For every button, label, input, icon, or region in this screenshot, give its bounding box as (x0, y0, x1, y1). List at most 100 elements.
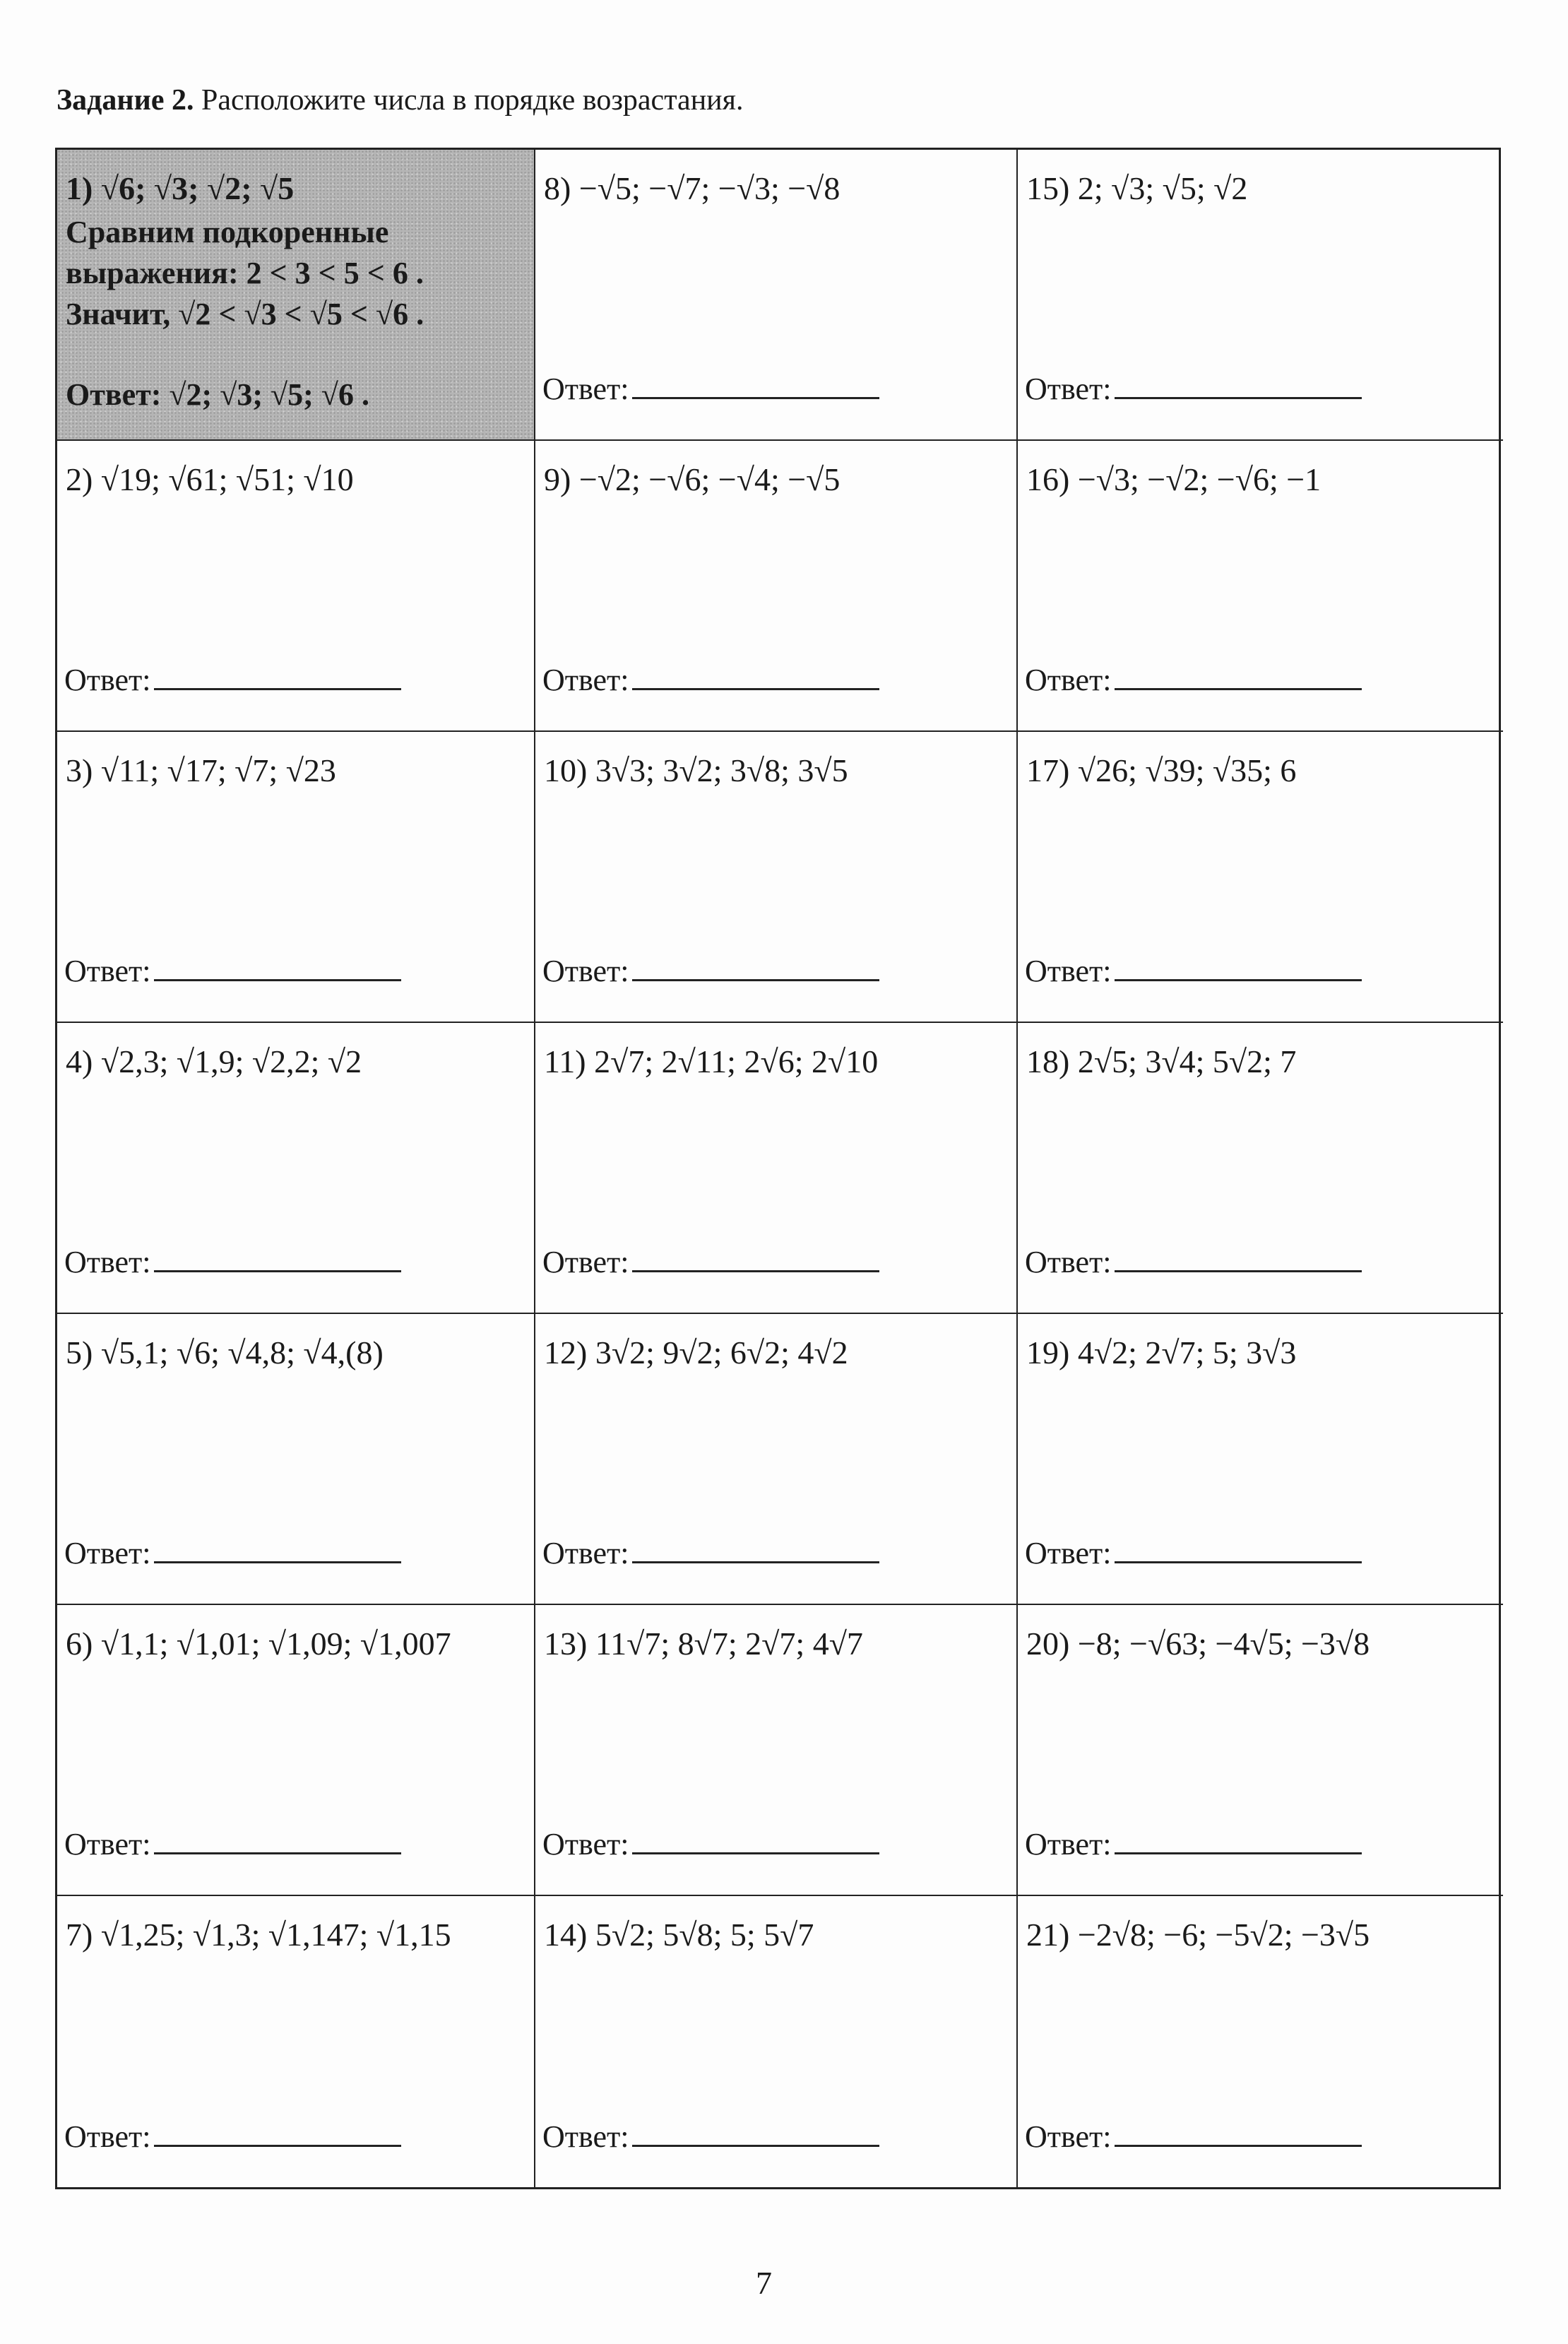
exercise-cell: 19) 4√2; 2√7; 5; 3√3 Ответ: (1018, 1314, 1503, 1605)
answer-blank-line[interactable] (153, 2124, 401, 2147)
exercise-expression: 17) √26; √39; √35; 6 (1026, 752, 1297, 788)
answer-label: Ответ: (542, 2119, 629, 2154)
exercise-expression: 5) √5,1; √6; √4,8; √4,(8) (66, 1334, 384, 1371)
answer-blank-line[interactable] (1114, 1249, 1362, 1272)
exercise-expression: 11) 2√7; 2√11; 2√6; 2√10 (544, 1043, 879, 1079)
answer-label: Ответ: (542, 372, 629, 406)
answer-field[interactable]: Ответ: (1025, 2119, 1362, 2155)
answer-label: Ответ: (64, 1245, 151, 1279)
answer-label: Ответ: (1025, 1245, 1112, 1279)
exercise-expression: 21) −2√8; −6; −5√2; −3√5 (1026, 1917, 1370, 1953)
exercise-cell: 8) −√5; −√7; −√3; −√8 Ответ: (535, 150, 1018, 441)
exercise-expression: 9) −√2; −√6; −√4; −√5 (544, 461, 841, 497)
answer-blank-line[interactable] (631, 1249, 879, 1272)
answer-field[interactable]: Ответ: (542, 953, 879, 989)
answer-label: Ответ: (542, 954, 629, 988)
answer-blank-line[interactable] (631, 376, 879, 399)
answer-blank-line[interactable] (631, 958, 879, 981)
answer-blank-line[interactable] (1114, 958, 1362, 981)
exercise-cell: 7) √1,25; √1,3; √1,147; √1,15 Ответ: (57, 1896, 535, 2187)
answer-blank-line[interactable] (631, 1540, 879, 1563)
exercise-cell: 9) −√2; −√6; −√4; −√5 Ответ: (535, 441, 1018, 732)
example-cell: 1) √6; √3; √2; √5 Сравним подкоренные выра… (57, 150, 535, 441)
answer-field[interactable]: Ответ: (542, 1535, 879, 1571)
answer-blank-line[interactable] (631, 1831, 879, 1854)
exercise-expression: 16) −√3; −√2; −√6; −1 (1026, 461, 1321, 497)
example-line: выражения: 2 < 3 < 5 < 6 . (66, 256, 424, 290)
answer-field[interactable]: Ответ: (542, 2119, 879, 2155)
answer-field[interactable]: Ответ: (1025, 371, 1362, 407)
answer-label: Ответ: (64, 663, 151, 697)
exercise-cell: 16) −√3; −√2; −√6; −1 Ответ: (1018, 441, 1503, 732)
example-expression: 1) √6; √3; √2; √5 (66, 170, 295, 206)
exercise-cell: 14) 5√2; 5√8; 5; 5√7 Ответ: (535, 1896, 1018, 2187)
example-line: Сравним подкоренные (66, 215, 389, 249)
answer-label: Ответ: (1025, 2119, 1112, 2154)
exercise-cell: 2) √19; √61; √51; √10 Ответ: (57, 441, 535, 732)
exercise-cell: 21) −2√8; −6; −5√2; −3√5 Ответ: (1018, 1896, 1503, 2187)
answer-blank-line[interactable] (1114, 376, 1362, 399)
answer-blank-line[interactable] (153, 1540, 401, 1563)
answer-field[interactable]: Ответ: (64, 2119, 401, 2155)
answer-blank-line[interactable] (631, 667, 879, 690)
exercise-expression: 14) 5√2; 5√8; 5; 5√7 (544, 1917, 814, 1953)
exercise-expression: 6) √1,1; √1,01; √1,09; √1,007 (66, 1626, 451, 1662)
exercise-cell: 3) √11; √17; √7; √23 Ответ: (57, 732, 535, 1023)
answer-blank-line[interactable] (1114, 1831, 1362, 1854)
exercise-expression: 2) √19; √61; √51; √10 (66, 461, 354, 497)
answer-field[interactable]: Ответ: (64, 662, 401, 698)
answer-field[interactable]: Ответ: (1025, 1244, 1362, 1280)
answer-field[interactable]: Ответ: (1025, 1535, 1362, 1571)
answer-field[interactable]: Ответ: (64, 1244, 401, 1280)
answer-field[interactable]: Ответ: (542, 1244, 879, 1280)
exercise-cell: 10) 3√3; 3√2; 3√8; 3√5 Ответ: (535, 732, 1018, 1023)
answer-field[interactable]: Ответ: (64, 953, 401, 989)
answer-label: Ответ: (1025, 954, 1112, 988)
answer-label: Ответ: (64, 2119, 151, 2154)
answer-blank-line[interactable] (153, 958, 401, 981)
exercise-expression: 3) √11; √17; √7; √23 (66, 752, 336, 788)
task-heading: Задание 2. Расположите числа в порядке в… (57, 83, 743, 117)
answer-label: Ответ: (64, 1536, 151, 1570)
page-number: 7 (756, 2265, 772, 2301)
exercise-expression: 8) −√5; −√7; −√3; −√8 (544, 170, 841, 206)
exercise-cell: 13) 11√7; 8√7; 2√7; 4√7 Ответ: (535, 1605, 1018, 1896)
answer-field[interactable]: Ответ: (542, 662, 879, 698)
exercise-cell: 11) 2√7; 2√11; 2√6; 2√10 Ответ: (535, 1023, 1018, 1314)
answer-field[interactable]: Ответ: (64, 1535, 401, 1571)
exercise-cell: 15) 2; √3; √5; √2 Ответ: (1018, 150, 1503, 441)
exercise-expression: 12) 3√2; 9√2; 6√2; 4√2 (544, 1334, 848, 1371)
answer-label: Ответ: (1025, 1827, 1112, 1861)
answer-label: Ответ: (542, 663, 629, 697)
answer-blank-line[interactable] (631, 2124, 879, 2147)
exercise-expression: 19) 4√2; 2√7; 5; 3√3 (1026, 1334, 1297, 1371)
exercise-cell: 6) √1,1; √1,01; √1,09; √1,007 Ответ: (57, 1605, 535, 1896)
answer-blank-line[interactable] (153, 1249, 401, 1272)
answer-field[interactable]: Ответ: (542, 371, 879, 407)
exercise-table: 1) √6; √3; √2; √5 Сравним подкоренные выра… (55, 148, 1503, 2189)
answer-blank-line[interactable] (153, 1831, 401, 1854)
answer-label: Ответ: (64, 954, 151, 988)
exercise-expression: 13) 11√7; 8√7; 2√7; 4√7 (544, 1626, 863, 1662)
answer-label: Ответ: (1025, 1536, 1112, 1570)
answer-blank-line[interactable] (1114, 2124, 1362, 2147)
example-line: Значит, √2 < √3 < √5 < √6 . (66, 297, 424, 331)
exercise-cell: 12) 3√2; 9√2; 6√2; 4√2 Ответ: (535, 1314, 1018, 1605)
answer-label: Ответ: (542, 1827, 629, 1861)
exercise-cell: 20) −8; −√63; −4√5; −3√8 Ответ: (1018, 1605, 1503, 1896)
answer-field[interactable]: Ответ: (1025, 953, 1362, 989)
answer-field[interactable]: Ответ: (64, 1826, 401, 1862)
answer-field[interactable]: Ответ: (542, 1826, 879, 1862)
answer-field[interactable]: Ответ: (1025, 1826, 1362, 1862)
answer-blank-line[interactable] (1114, 1540, 1362, 1563)
answer-field[interactable]: Ответ: (1025, 662, 1362, 698)
answer-blank-line[interactable] (1114, 667, 1362, 690)
exercise-expression: 20) −8; −√63; −4√5; −3√8 (1026, 1626, 1370, 1662)
exercise-expression: 7) √1,25; √1,3; √1,147; √1,15 (66, 1917, 451, 1953)
exercise-expression: 18) 2√5; 3√4; 5√2; 7 (1026, 1043, 1297, 1079)
answer-blank-line[interactable] (153, 667, 401, 690)
answer-label: Ответ: (1025, 372, 1112, 406)
example-answer: Ответ: √2; √3; √5; √6 . (66, 377, 369, 412)
exercise-cell: 17) √26; √39; √35; 6 Ответ: (1018, 732, 1503, 1023)
exercise-cell: 5) √5,1; √6; √4,8; √4,(8) Ответ: (57, 1314, 535, 1605)
